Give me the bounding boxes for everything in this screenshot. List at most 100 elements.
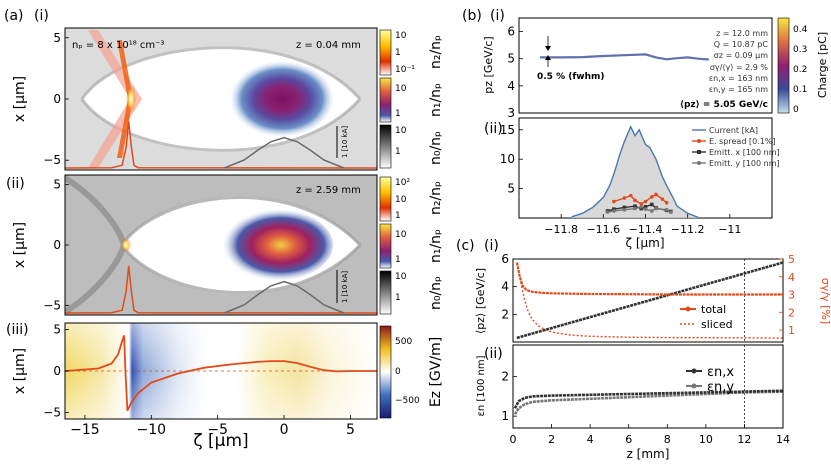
svg-text:Emitt. y [100 nm]: Emitt. y [100 nm] [709,159,780,168]
xlabel-a-iii: ζ [μm] [193,431,248,451]
svg-text:10: 10 [395,126,407,136]
svg-text:10: 10 [395,31,407,41]
c-ii-x-tick-label: 12 [737,433,751,446]
emittance-y-marker [605,210,610,214]
beam-params: z = 12.0 mm Q = 10.87 pC σz = 0.09 μm σγ… [709,29,769,94]
a-ii-y-tick-label: −5 [43,298,61,312]
svg-text:0.3: 0.3 [793,45,807,55]
spread-note: 0.5 % (fwhm) [537,72,604,82]
xlabel-c-ii: z [mm] [627,447,670,461]
svg-text:1: 1 [395,211,401,221]
svg-text:n₀/nₚ: n₀/nₚ [428,276,444,310]
svg-text:10: 10 [395,272,407,282]
a-iii-x-tick-label: 0 [280,422,289,438]
plot-b-i: 0.5 % (fwhm) z = 12.0 mm Q = 10.87 pC σz… [507,17,773,120]
sliced-spread-line [516,262,784,339]
svg-text:Q = 10.87 pC: Q = 10.87 pC [714,40,769,49]
colorbar-ez: 500 0 −500 Ez [GV/m] [379,325,444,419]
svg-text:1: 1 [395,293,401,303]
current-area [571,126,699,218]
svg-text:total: total [701,303,726,316]
energy-spread-marker [660,197,665,201]
svg-text:εn,y: εn,y [707,380,734,395]
a-iii-x-tick-label: −5 [207,422,228,438]
legend-c-ii: εn,x εn,y [686,365,734,395]
energy-spread-marker [654,192,658,197]
energy-spread-marker [643,199,648,204]
c-i-y-tick-label: 2 [501,307,509,321]
a-iii-y-tick-label: 0 [53,364,61,378]
energy-spread-marker [650,195,654,199]
current-scale-bar: 1 [10 kA] [336,126,349,158]
panel-b-ii-label: (ii) [484,121,503,137]
panel-c-i-label: (i) [484,238,499,254]
svg-text:1 [10 kA]: 1 [10 kA] [341,271,349,303]
c-ii-y-tick-label: 1 [501,409,509,423]
ez-line [65,335,377,412]
witness-bunch-ii [217,209,333,281]
a-i-y-tick-label: −5 [43,153,61,167]
b-i-y-tick-label: 5 [507,52,515,66]
svg-text:0.1: 0.1 [793,85,807,95]
a-iii-x-tick-label: 5 [346,422,355,438]
b-ii-x-tick-label: −11 [718,223,741,236]
c-ii-x-tick-label: 4 [587,433,594,446]
b-i-y-tick-label: 3 [507,106,515,120]
colorbars-a-i: 10 1 10⁻¹ 10 1 10 1 n₂/nₚ n₁/nₚ n₀/nₚ [379,29,444,169]
total-spread-line [515,262,783,296]
ylabel-c-i: ⟨pz⟩ [GeV/c] [474,268,487,334]
b-i-y-tick-label: 4 [507,79,515,93]
c-i-y2-tick-label: 1 [788,324,795,337]
svg-text:10: 10 [395,84,407,94]
b-ii-x-tick-label: −11.2 [671,223,705,236]
a-ii-y-tick-label: 0 [53,238,61,252]
svg-text:1: 1 [395,48,401,58]
svg-text:0: 0 [395,367,401,377]
b-ii-x-tick-label: −11.8 [544,223,578,236]
current-line [571,125,699,219]
b-ii-y-tick-label: 15 [500,123,515,137]
emittance-x-marker [643,205,648,209]
plot-a-iii: −5 0 5 −15 −10 −5 0 5 [43,322,378,438]
ylabel-b-i: pz [GeV/c] [482,36,495,93]
svg-text:−500: −500 [395,396,420,406]
svg-text:εn,x: εn,x [707,365,734,380]
c-ii-x-tick-label: 14 [776,433,790,446]
energy-spread-marker [633,198,637,203]
svg-text:n₁/nₚ: n₁/nₚ [428,229,444,263]
emittance-y-marker [643,207,648,211]
panel-a-ii-label: (ii) [6,176,25,192]
witness-current-line-ii [224,280,345,314]
svg-text:10: 10 [395,195,407,205]
energy-spread-marker [639,202,644,206]
xlabel-b-ii: ζ [μm] [625,236,664,250]
svg-text:Charge [pC]: Charge [pC] [816,32,829,98]
a-iii-y-tick-label: −5 [43,405,61,419]
a-iii-x-tick-label: −15 [70,422,100,438]
driver-current-line [65,121,377,169]
svg-text:εn,y = 165 nm: εn,y = 165 nm [709,85,768,94]
c-i-y2-tick-label: 3 [788,289,795,302]
position-ii: z = 2.59 mm [296,185,361,196]
svg-text:εn,x = 163 nm: εn,x = 163 nm [709,74,768,83]
a-ii-y-tick-label: 5 [53,178,61,192]
a-i-y-tick-label: 5 [53,31,61,45]
energy-spread-marker [612,199,616,204]
mean-momentum-line [516,261,784,340]
colorbar-charge: 0.4 0.3 0.2 0.1 0 Charge [pC] [777,17,829,115]
ylabel-c-ii: εn [100 nm] [476,355,487,416]
svg-text:10: 10 [395,230,407,240]
wake-sheath-ii [65,175,377,315]
panel-a-label: (a) [4,8,24,24]
current-scale-bar-ii: 1 [10 kA] [336,270,349,303]
svg-text:E. spread [0.1%]: E. spread [0.1%] [709,137,776,146]
b-ii-x-tick-label: −11.6 [586,223,620,236]
emittance-y-marker [654,206,658,211]
emittance-y-marker [622,207,627,212]
svg-text:Current [kA]: Current [kA] [709,126,758,135]
emittance-y-marker [650,209,654,213]
panel-a-iii-label: (iii) [6,322,29,338]
panel-c-ii-label: (ii) [484,346,503,362]
emittance-y-marker [664,207,669,212]
